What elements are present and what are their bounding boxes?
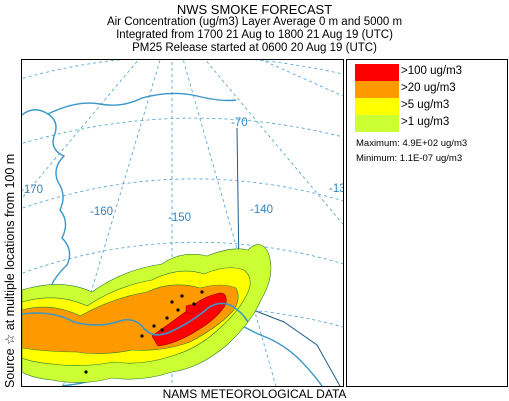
legend-item: >1 ug/m3 [355, 115, 505, 132]
legend-swatch [355, 64, 399, 81]
legend-label: >100 ug/m3 [401, 65, 463, 77]
release-start: PM25 Release started at 0600 20 Aug 19 (… [132, 42, 377, 54]
forecast-title: NWS SMOKE FORECAST [176, 2, 333, 17]
data-source-footer: NAMS METEOROLOGICAL DATA [162, 387, 347, 401]
longitude-label: -130 [329, 183, 343, 195]
smoke-plume [22, 244, 272, 383]
longitude-label: -140 [250, 204, 274, 216]
legend-label: >20 ug/m3 [401, 82, 456, 94]
minimum-value: Minimum: 1.1E-07 ug/m3 [356, 153, 463, 164]
source-locations-label: Source ☆ at multiple locations from 100 … [3, 153, 17, 388]
legend-swatch [355, 81, 399, 98]
map-panel: -170 -160 -150 -140 -130 -70 [21, 59, 344, 387]
south-coast-overlay [22, 302, 249, 336]
longitude-label: -150 [168, 212, 192, 224]
legend-item: >5 ug/m3 [355, 98, 505, 115]
legend-item: >20 ug/m3 [355, 81, 505, 98]
source-markers [84, 290, 204, 374]
international-border [236, 127, 341, 386]
legend-swatch [355, 115, 399, 132]
legend-label: >5 ug/m3 [401, 99, 450, 111]
smoke-core [185, 304, 201, 314]
longitude-label: -70 [231, 117, 248, 129]
integration-period: Integrated from 1700 21 Aug to 1800 21 A… [116, 29, 393, 41]
longitude-label: -170 [21, 184, 44, 196]
longitude-label: -160 [90, 206, 114, 218]
alaska-smoke-map [22, 60, 343, 386]
legend-swatch [355, 98, 399, 115]
maximum-value: Maximum: 4.9E+02 ug/m3 [356, 138, 468, 149]
concentration-subtitle: Air Concentration (ug/m3) Layer Average … [106, 16, 403, 28]
legend-item: >100 ug/m3 [355, 64, 505, 81]
legend-panel: >100 ug/m3 >20 ug/m3 >5 ug/m3 >1 ug/m3 M… [346, 59, 508, 387]
legend-label: >1 ug/m3 [401, 116, 450, 128]
